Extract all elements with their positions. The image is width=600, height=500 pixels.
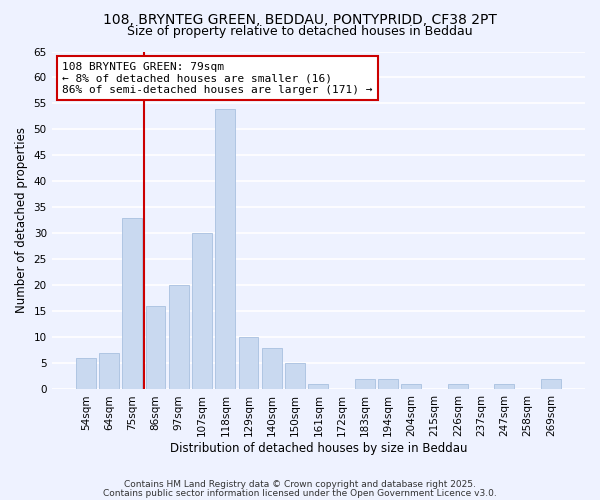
Bar [308,384,328,390]
Bar [285,364,305,390]
Bar [215,108,235,390]
Bar [355,379,375,390]
Bar [122,218,142,390]
Bar [169,286,188,390]
Bar [146,306,166,390]
Text: Contains HM Land Registry data © Crown copyright and database right 2025.: Contains HM Land Registry data © Crown c… [124,480,476,489]
Bar [494,384,514,390]
Bar [239,338,259,390]
Bar [541,379,561,390]
Text: Size of property relative to detached houses in Beddau: Size of property relative to detached ho… [127,25,473,38]
Bar [401,384,421,390]
Text: Contains public sector information licensed under the Open Government Licence v3: Contains public sector information licen… [103,489,497,498]
Bar [192,234,212,390]
Text: 108, BRYNTEG GREEN, BEDDAU, PONTYPRIDD, CF38 2PT: 108, BRYNTEG GREEN, BEDDAU, PONTYPRIDD, … [103,12,497,26]
Bar [378,379,398,390]
Bar [448,384,468,390]
X-axis label: Distribution of detached houses by size in Beddau: Distribution of detached houses by size … [170,442,467,455]
Bar [262,348,282,390]
Bar [99,353,119,390]
Text: 108 BRYNTEG GREEN: 79sqm
← 8% of detached houses are smaller (16)
86% of semi-de: 108 BRYNTEG GREEN: 79sqm ← 8% of detache… [62,62,373,95]
Y-axis label: Number of detached properties: Number of detached properties [15,128,28,314]
Bar [76,358,95,390]
